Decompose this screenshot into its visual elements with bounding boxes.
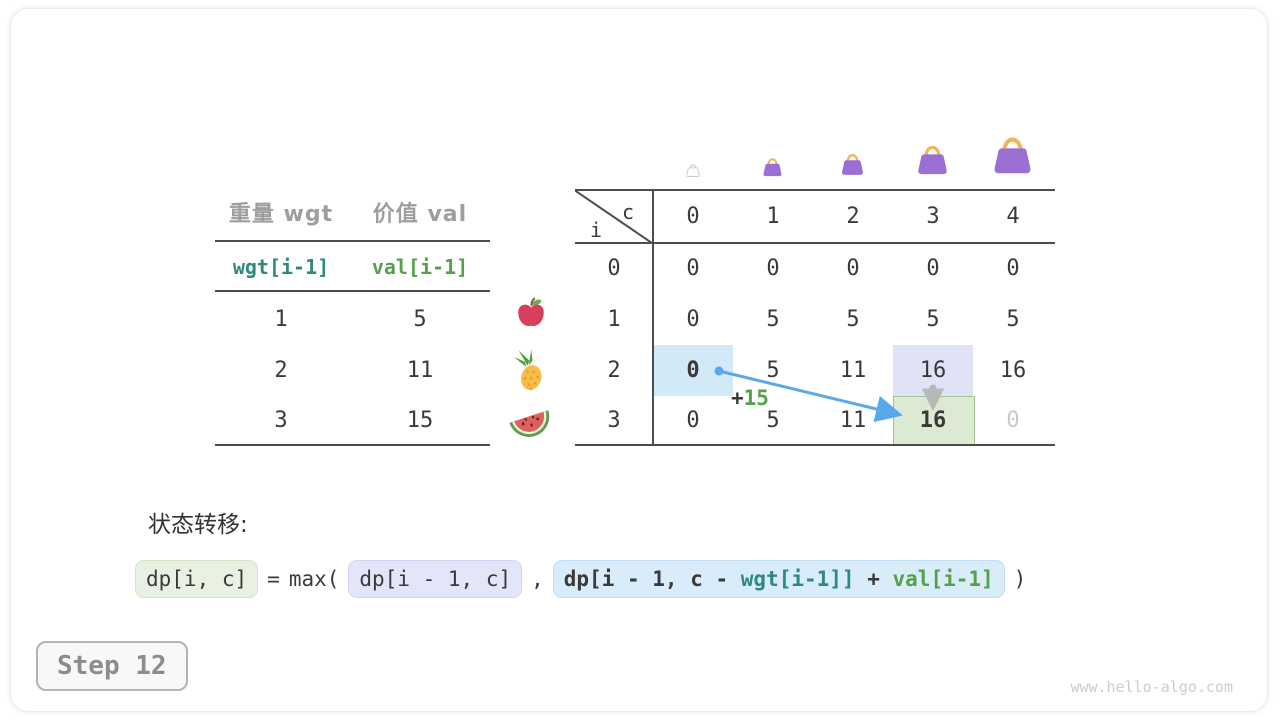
corner-label-i: i	[589, 218, 603, 242]
dp-table-top-rule	[575, 189, 1055, 191]
formula-arg2: dp[i - 1, c - wgt[i-1]] + val[i-1]	[552, 560, 1005, 598]
dp-cell-3-4: 0	[1006, 408, 1020, 433]
item-row-2-value: 11	[406, 358, 434, 383]
dp-cell-2-0: 0	[686, 358, 700, 383]
formula-lhs: dp[i, c]	[135, 560, 259, 598]
watermark: www.hello-algo.com	[1070, 678, 1233, 696]
arg2-prefix: dp[i - 1, c -	[563, 567, 741, 591]
dp-cell-0-2: 0	[846, 256, 860, 281]
dp-col-header-2: 2	[846, 204, 860, 229]
dp-cell-1-2: 5	[846, 307, 860, 332]
dp-row-header-2: 2	[607, 358, 621, 383]
items-index-wgt: wgt[i-1]	[232, 255, 330, 279]
dp-cell-2-4: 16	[999, 358, 1027, 383]
corner-label-c: c	[621, 200, 635, 224]
value-gain-annotation: +15	[731, 386, 769, 410]
transition-formula: dp[i, c] = max( dp[i - 1, c] , dp[i - 1,…	[135, 560, 1026, 598]
dp-cell-1-4: 5	[1006, 307, 1020, 332]
max-open: max(	[288, 567, 340, 591]
arg2-val-term: val[i-1]	[892, 567, 994, 591]
dp-row-header-0: 0	[607, 256, 621, 281]
bag-icon-capacity-4	[989, 129, 1036, 177]
plus-sign: +	[731, 386, 744, 410]
equals-sign: =	[267, 567, 280, 591]
items-index-val: val[i-1]	[371, 255, 469, 279]
dp-cell-3-0: 0	[686, 408, 700, 433]
dp-table-bottom-rule	[575, 444, 1055, 446]
dp-col-header-4: 4	[1006, 204, 1020, 229]
bag-icon-capacity-3	[914, 139, 951, 177]
watermelon-icon	[507, 404, 553, 444]
dp-col-header-3: 3	[926, 204, 940, 229]
bag-icon-capacity-2	[839, 149, 866, 177]
dp-cell-2-3: 16	[919, 358, 947, 383]
dp-cell-3-2: 11	[839, 408, 867, 433]
arg2-plus: +	[854, 567, 893, 591]
dp-cell-2-2: 11	[839, 358, 867, 383]
item-row-3-weight: 3	[274, 408, 288, 433]
dp-cell-1-1: 5	[766, 307, 780, 332]
dp-col-header-0: 0	[686, 204, 700, 229]
pineapple-icon	[510, 348, 550, 392]
apple-icon	[514, 296, 548, 330]
dp-cell-0-4: 0	[1006, 256, 1020, 281]
dp-row-header-1: 1	[607, 307, 621, 332]
items-table-header-rule	[215, 240, 490, 242]
item-row-1-weight: 1	[274, 307, 288, 332]
item-row-3-value: 15	[406, 408, 434, 433]
dp-table-header-rule	[575, 242, 1055, 244]
dp-cell-0-1: 0	[766, 256, 780, 281]
dp-row-header-3: 3	[607, 408, 621, 433]
close-paren: )	[1013, 567, 1027, 591]
dp-cell-3-3: 16	[919, 408, 947, 433]
arg2-wgt-term: wgt[i-1]]	[740, 567, 855, 591]
gain-value: 15	[743, 386, 769, 410]
items-col-weight-header: 重量 wgt	[228, 202, 334, 227]
item-row-2-weight: 2	[274, 358, 288, 383]
dp-cell-0-3: 0	[926, 256, 940, 281]
empty-bag-icon	[685, 161, 701, 178]
dp-cell-0-0: 0	[686, 256, 700, 281]
dp-cell-1-3: 5	[926, 307, 940, 332]
items-col-value-header: 价值 val	[372, 202, 468, 227]
bag-icon-capacity-1	[761, 154, 784, 178]
state-transition-label: 状态转移:	[148, 512, 248, 538]
item-row-1-value: 5	[413, 307, 427, 332]
dp-col-header-1: 1	[766, 204, 780, 229]
comma: ,	[531, 567, 544, 591]
items-table-index-rule	[215, 290, 490, 292]
dp-cell-1-0: 0	[686, 307, 700, 332]
formula-arg1: dp[i - 1, c]	[348, 560, 523, 598]
items-table-bottom-rule	[215, 444, 490, 446]
dp-table-vertical-rule	[652, 189, 654, 445]
step-badge: Step 12	[36, 641, 188, 691]
